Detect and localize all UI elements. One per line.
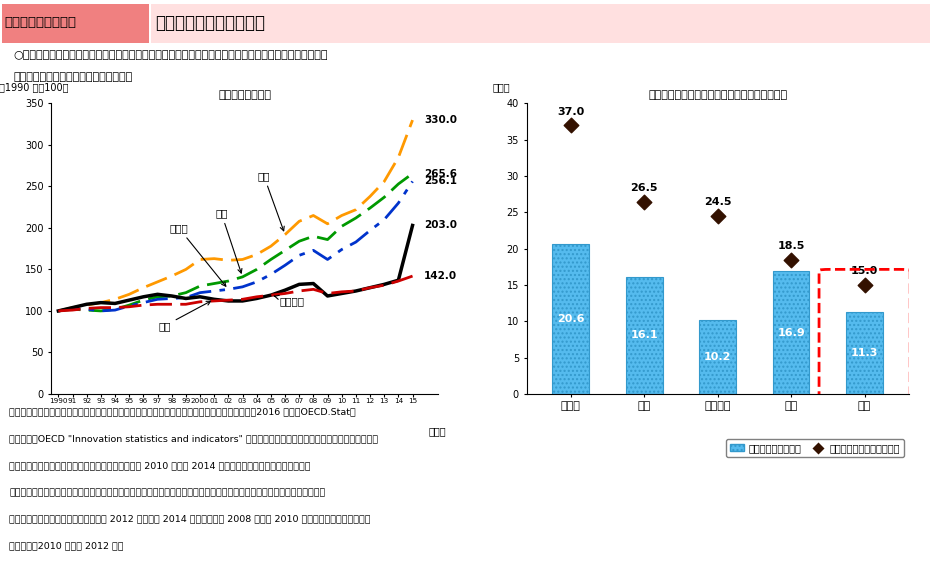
Text: 142.0: 142.0 (424, 271, 457, 281)
Text: 15.0: 15.0 (851, 266, 878, 276)
Text: （注）　１）右図について、研究開発費の上昇率は 2010 年から 2014 年にかけての上昇率を示している。: （注） １）右図について、研究開発費の上昇率は 2010 年から 2014 年に… (9, 461, 310, 470)
Text: 英国: 英国 (215, 208, 242, 273)
Text: 265.6: 265.6 (424, 168, 457, 178)
Title: 研究開発費とイノベーションの実現割合の関係: 研究開発費とイノベーションの実現割合の関係 (648, 90, 788, 100)
Text: ションの実現に結び付いていない。: ションの実現に結び付いていない。 (14, 72, 133, 82)
Text: 資料出所　文部科学省科学技術・学術政策研究所「第４回全国イノベーション調査統計報告」（2016 年）、OECD.Stat、: 資料出所 文部科学省科学技術・学術政策研究所「第４回全国イノベーション調査統計報… (9, 408, 356, 417)
Legend: 研究開発費の上昇率, イノベーションの実現割合: 研究開発費の上昇率, イノベーションの実現割合 (726, 439, 904, 457)
Text: 20.6: 20.6 (557, 314, 584, 324)
Text: （％）: （％） (492, 82, 510, 92)
Bar (151, 4, 930, 43)
Text: 18.5: 18.5 (777, 241, 805, 251)
Text: 16.1: 16.1 (630, 331, 658, 340)
Text: 我が国の研究開発の状況: 我が国の研究開発の状況 (156, 14, 266, 32)
Text: （1990 年＝100）: （1990 年＝100） (0, 82, 69, 92)
Text: 203.0: 203.0 (424, 220, 457, 231)
Bar (625, 277, 663, 394)
Point (857, 281, 872, 290)
Point (784, 255, 799, 264)
Text: 2010 年から 2012 年。: 2010 年から 2012 年。 (9, 542, 124, 550)
Text: ドイツ: ドイツ (170, 223, 226, 286)
Text: 330.0: 330.0 (424, 115, 457, 125)
Bar (846, 312, 883, 394)
Bar (2, 4, 149, 43)
Text: 16.9: 16.9 (777, 328, 805, 338)
Text: （年）: （年） (428, 426, 445, 436)
Text: 日本: 日本 (158, 301, 211, 331)
Text: フランス: フランス (274, 296, 305, 306)
Text: 11.3: 11.3 (851, 348, 878, 358)
Point (637, 197, 651, 206)
Text: 256.1: 256.1 (424, 177, 457, 186)
Text: 26.5: 26.5 (630, 183, 658, 193)
Title: 研究開発費の推移: 研究開発費の推移 (218, 90, 271, 100)
Text: ○　国際比較でみると、我が国の研究開発費は、低水準で推移しており、我が国は、研究開発がイノベー: ○ 国際比較でみると、我が国の研究開発費は、低水準で推移しており、我が国は、研究… (14, 50, 328, 60)
Text: 第２－（２）－５図: 第２－（２）－５図 (5, 16, 76, 29)
Text: OECD "Innovation statistics and indicators" をもとに厚生労働省労働政策担当参事官室にて作成: OECD "Innovation statistics and indicato… (9, 435, 378, 443)
Text: 米国: 米国 (257, 171, 284, 231)
Text: ２）右図のイノベーションの実現割合は、参照期間にプロダクト・イノベーションを実現した企業の割合を指す。: ２）右図のイノベーションの実現割合は、参照期間にプロダクト・イノベーションを実現… (9, 488, 325, 497)
Bar (773, 271, 810, 394)
Point (710, 212, 725, 221)
Text: ３）各国の参照期間は日本が 2012 年度から 2014 年度、米国が 2008 年から 2010 年、その他の国については: ３）各国の参照期間は日本が 2012 年度から 2014 年度、米国が 2008… (9, 515, 371, 524)
Text: 37.0: 37.0 (557, 106, 584, 117)
Text: 10.2: 10.2 (704, 352, 732, 362)
Bar (553, 244, 589, 394)
Text: 24.5: 24.5 (704, 197, 732, 208)
Point (563, 121, 578, 130)
Bar (699, 320, 736, 394)
